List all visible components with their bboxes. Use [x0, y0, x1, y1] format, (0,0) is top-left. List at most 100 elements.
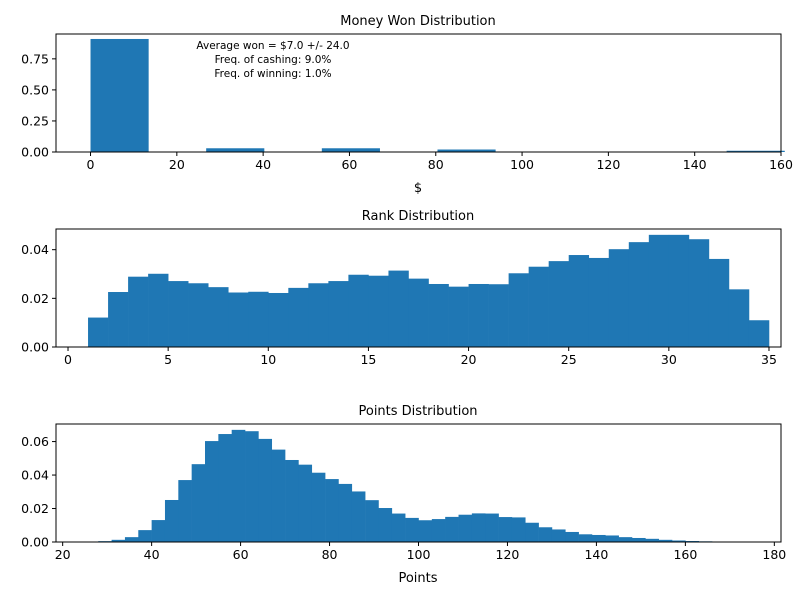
points-y-ticks: 0.00 0.02 0.04 0.06 [21, 434, 56, 550]
money-won-annotation: Average won = $7.0 +/- 24.0 Freq. of cas… [196, 40, 349, 80]
points-x-tick-label: 20 [55, 547, 71, 562]
rank-bar-11 [308, 283, 329, 347]
points-bar-23 [391, 513, 406, 542]
points-bar-9 [205, 441, 219, 542]
rank-bar-29 [668, 234, 690, 347]
rank-x-ticks: 0 5 10 15 20 25 30 35 [64, 347, 777, 367]
rank-bar-9 [268, 292, 289, 347]
rank-bar-30 [688, 239, 710, 347]
rank-bar-8 [248, 291, 269, 347]
rank-x-tick-label: 0 [64, 352, 72, 367]
money-won-frame [55, 33, 782, 153]
money-won-x-ticks: 0 20 40 60 80 100 120 140 160 [87, 152, 793, 172]
money-won-x-tick-label: 100 [510, 157, 534, 172]
rank-bar-24 [568, 255, 590, 347]
money-won-x-label: $ [414, 181, 422, 196]
money-won-y-tick-label: 0.25 [21, 113, 49, 128]
rank-y-tick-label: 0.02 [21, 291, 49, 306]
points-bar-39 [605, 535, 619, 542]
points-x-tick-label: 140 [584, 547, 608, 562]
points-bar-13 [258, 438, 273, 542]
points-bar-32 [511, 517, 526, 542]
rank-bar-22 [528, 266, 549, 347]
rank-x-tick-label: 35 [761, 352, 777, 367]
points-bar-12 [245, 431, 259, 542]
money-won-x-tick-label: 160 [769, 157, 793, 172]
points-bar-14 [271, 449, 286, 542]
money-won-bars [90, 38, 785, 152]
rank-bar-12 [328, 281, 349, 347]
points-bar-17 [311, 472, 326, 542]
rank-x-tick-label: 20 [461, 352, 477, 367]
rank-bar-31 [708, 258, 730, 347]
rank-bar-5 [188, 283, 209, 347]
points-bar-41 [632, 537, 646, 542]
points-bar-36 [565, 531, 579, 542]
points-bar-16 [298, 464, 313, 542]
rank-title: Rank Distribution [362, 209, 474, 224]
rank-y-tick-label: 0.04 [21, 242, 49, 257]
rank-bar-4 [168, 281, 189, 347]
rank-y-ticks: 0.00 0.02 0.04 [21, 242, 56, 355]
rank-bar-16 [408, 278, 429, 347]
points-y-tick-label: 0.04 [21, 468, 49, 483]
points-bar-18 [325, 479, 339, 542]
annotation-average-won: Average won = $7.0 +/- 24.0 [196, 40, 349, 52]
money-won-bar-4 [726, 150, 785, 152]
points-chart: Points Distribution 20 40 60 80 100 120 140 160… [21, 404, 786, 586]
points-bar-27 [445, 516, 459, 542]
money-won-chart: Money Won Distribution 0 20 40 60 80 100 120 14… [21, 14, 793, 196]
money-won-y-tick-label: 0.00 [21, 145, 49, 160]
rank-bar-18 [448, 286, 469, 347]
rank-x-tick-label: 25 [561, 352, 577, 367]
rank-bar-0 [88, 317, 109, 347]
rank-chart: Rank Distribution 0 5 10 15 20 25 30 35 0.000.0… [21, 209, 782, 367]
rank-bar-17 [428, 283, 449, 347]
points-y-tick-label: 0.02 [21, 501, 49, 516]
rank-bar-19 [468, 283, 489, 347]
rank-bar-14 [368, 275, 389, 347]
points-bar-25 [418, 520, 433, 542]
points-x-tick-label: 120 [496, 547, 520, 562]
rank-bar-28 [648, 234, 670, 347]
points-bar-4 [138, 530, 152, 542]
money-won-title: Money Won Distribution [340, 14, 496, 29]
points-bar-35 [551, 529, 566, 542]
points-bars [84, 429, 726, 542]
money-won-bar-1 [206, 148, 265, 152]
money-won-x-tick-label: 0 [87, 157, 95, 172]
rank-bar-6 [208, 287, 229, 347]
points-title: Points Distribution [358, 404, 477, 419]
money-won-x-tick-label: 20 [169, 157, 185, 172]
points-bar-31 [498, 517, 513, 542]
rank-x-tick-label: 15 [360, 352, 376, 367]
money-won-y-ticks: 0.00 0.25 0.50 0.75 [21, 51, 56, 160]
rank-bar-27 [628, 242, 650, 347]
points-x-tick-label: 80 [322, 547, 338, 562]
points-bar-11 [231, 429, 246, 542]
money-won-x-tick-label: 60 [341, 157, 357, 172]
points-y-tick-label: 0.00 [21, 535, 49, 550]
money-won-x-tick-label: 40 [255, 157, 271, 172]
rank-bar-32 [728, 289, 750, 347]
money-won-bar-2 [321, 148, 380, 152]
points-bar-43 [658, 539, 673, 542]
money-won-x-tick-label: 80 [428, 157, 444, 172]
points-frame [55, 423, 782, 543]
points-bar-19 [338, 483, 353, 542]
rank-bar-2 [128, 276, 149, 347]
points-x-tick-label: 160 [673, 547, 697, 562]
money-won-bar-0 [90, 38, 149, 152]
points-bar-8 [191, 464, 206, 542]
rank-x-tick-label: 10 [260, 352, 276, 367]
rank-y-tick-label: 0.00 [21, 340, 49, 355]
points-bar-38 [591, 534, 606, 542]
rank-bars [88, 234, 770, 347]
money-won-y-tick-label: 0.75 [21, 51, 49, 66]
points-bar-20 [351, 491, 366, 542]
points-bar-30 [485, 513, 499, 542]
points-bar-6 [164, 499, 179, 542]
money-won-y-tick-label: 0.50 [21, 82, 49, 97]
points-bar-3 [124, 537, 139, 542]
